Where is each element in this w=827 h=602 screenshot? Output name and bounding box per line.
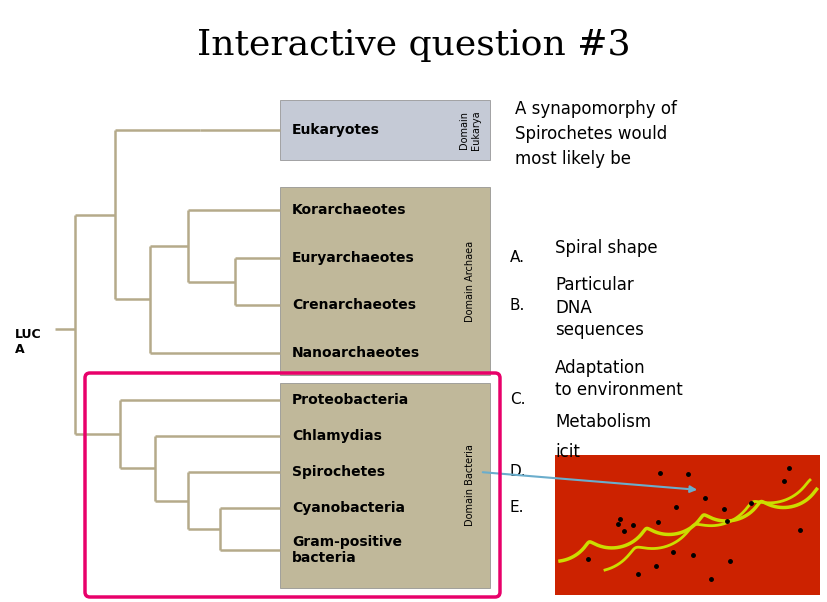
Text: D.: D. [509,465,526,480]
Text: Euryarchaeotes: Euryarchaeotes [292,251,414,265]
Text: Adaptation: Adaptation [554,359,645,377]
Bar [554,455,819,595]
Text: sequences: sequences [554,321,643,339]
Text: Gram-positive
bacteria: Gram-positive bacteria [292,535,402,565]
Text: Metabolism: Metabolism [554,413,650,431]
Bar [280,100,490,160]
Text: Eukaryotes: Eukaryotes [292,123,380,137]
Text: Korarchaeotes: Korarchaeotes [292,203,406,217]
Text: Spirochetes: Spirochetes [292,465,385,479]
Text: B.: B. [509,297,525,312]
Text: A.: A. [509,250,524,265]
Text: DNA: DNA [554,299,591,317]
Text: Particular: Particular [554,276,633,294]
Text: A synapomorphy of
Spirochetes would
most likely be: A synapomorphy of Spirochetes would most… [514,100,676,168]
Text: E.: E. [509,500,523,515]
Text: LUC: LUC [15,328,41,341]
Text: A: A [15,343,25,356]
Text: Interactive question #3: Interactive question #3 [197,28,630,62]
Text: Proteobacteria: Proteobacteria [292,393,409,407]
Text: C.: C. [509,393,525,408]
Text: Chlamydias: Chlamydias [292,429,381,443]
Text: Nanoarchaeotes: Nanoarchaeotes [292,346,419,360]
Text: to environment: to environment [554,381,682,399]
Bar [280,187,490,375]
Text: Crenarchaeotes: Crenarchaeotes [292,298,415,312]
Text: Domain Archaea: Domain Archaea [465,240,475,321]
Text: icit: icit [554,443,579,461]
Bar [280,383,490,588]
Text: Domain Bacteria: Domain Bacteria [465,444,475,526]
Text: Cyanobacteria: Cyanobacteria [292,501,404,515]
Text: Domain
Eukarya: Domain Eukarya [459,110,480,150]
Text: Spiral shape: Spiral shape [554,239,657,257]
